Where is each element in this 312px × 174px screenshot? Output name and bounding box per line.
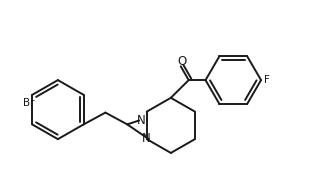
Text: N: N bbox=[141, 132, 150, 145]
Text: Br: Br bbox=[23, 98, 35, 108]
Text: N: N bbox=[137, 114, 145, 127]
Text: F: F bbox=[264, 75, 270, 85]
Text: O: O bbox=[177, 55, 186, 68]
